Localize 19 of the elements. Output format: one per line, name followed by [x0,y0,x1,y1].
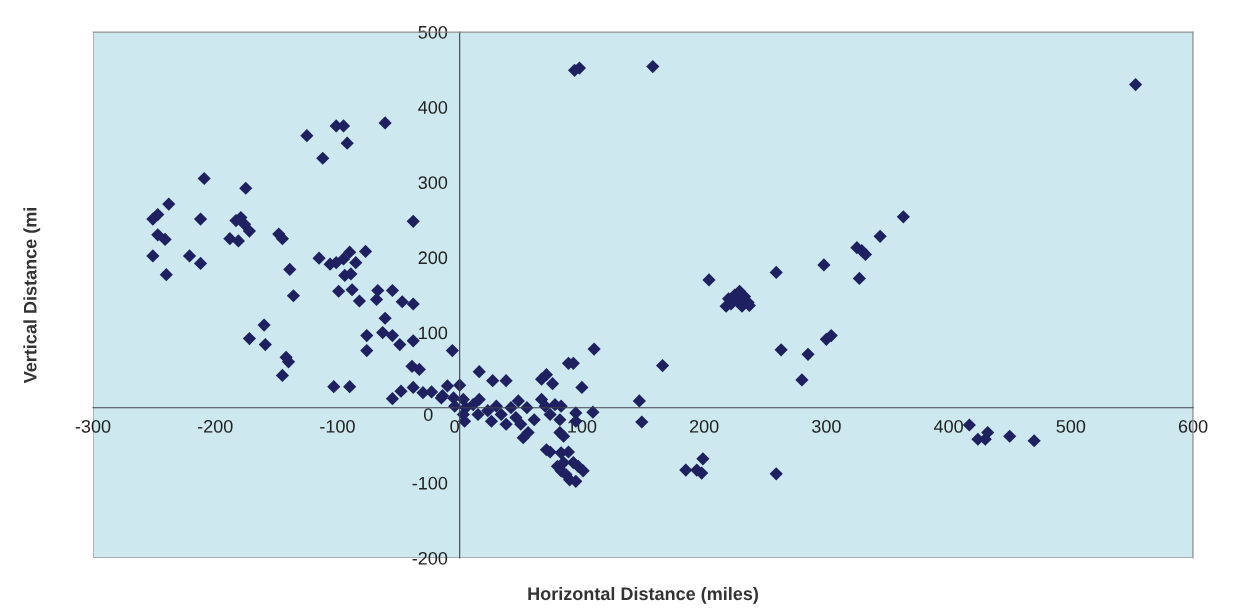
x-tick-label: -300 [75,419,111,433]
x-tick-label: -200 [197,419,233,433]
y-tick-label: 300 [418,176,448,189]
y-tick-label: 0 [423,408,433,421]
y-axis-title: Vertical Distance (mi [23,207,41,384]
x-tick-label: 200 [689,419,719,433]
x-tick-label: 0 [450,419,459,433]
y-tick-label: 500 [418,25,448,39]
x-tick-label: 300 [811,419,841,433]
x-tick-label: -100 [320,419,355,433]
x-axis-title: Horizontal Distance (miles) [528,586,758,604]
x-tick-label: 500 [1056,419,1086,433]
y-tick-label: -100 [412,476,448,490]
x-tick-label: 400 [933,419,963,433]
y-tick-label: 200 [418,251,448,265]
y-tick-label: 100 [419,326,448,340]
x-tick-label: 600 [1178,419,1208,433]
y-tick-label: 400 [418,101,448,114]
y-tick-label: -200 [412,551,448,565]
